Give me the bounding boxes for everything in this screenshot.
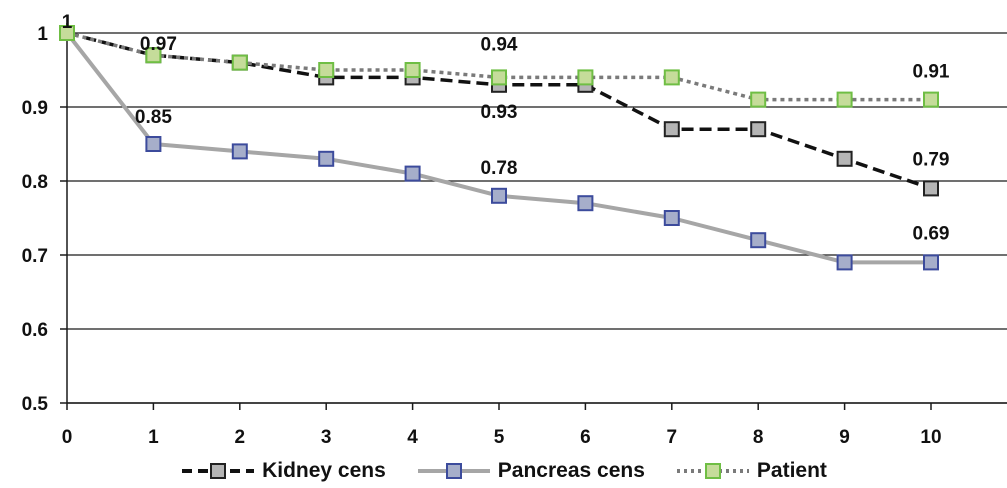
x-tick-label: 2 — [235, 427, 246, 448]
y-tick-label: 0.5 — [22, 394, 49, 415]
series-1-point — [318, 150, 335, 167]
series-1-point — [663, 210, 680, 226]
series-1-point — [750, 232, 767, 249]
legend: Kidney cens Pancreas cens Patient — [0, 456, 1007, 486]
y-tick-label: 0.7 — [22, 246, 48, 267]
series-2-point — [663, 69, 680, 86]
data-label: 0.69 — [913, 223, 950, 244]
legend-label-kidney: Kidney cens — [262, 459, 386, 482]
data-label: 0.93 — [481, 102, 518, 123]
series-1-point — [923, 254, 939, 271]
x-tick-label: 6 — [580, 427, 591, 448]
series-2-point — [923, 91, 939, 108]
data-label: 1 — [62, 12, 73, 33]
data-label: 0.97 — [140, 34, 177, 55]
y-tick-label: 1 — [37, 24, 48, 45]
legend-label-pancreas: Pancreas cens — [497, 459, 645, 482]
axes: 0.50.60.70.80.910 1 2 3 4 5 6 7 8 9 10 — [22, 23, 1007, 448]
series-2-point — [491, 69, 507, 86]
series-0-point — [750, 121, 767, 138]
series-1-point — [404, 165, 421, 182]
series-1-point — [836, 254, 853, 271]
data-label: 0.85 — [135, 107, 172, 128]
series-2-point — [577, 69, 594, 86]
legend-swatch-kidney — [182, 463, 255, 479]
x-tick-label: 3 — [321, 427, 332, 448]
legend-label-patient: Patient — [756, 459, 827, 482]
series-2-point — [404, 62, 421, 78]
data-labels: 1 0.97 0.85 0.94 0.93 0.78 0.91 0.79 0.69 — [62, 12, 950, 244]
series-0-point — [663, 121, 680, 138]
series-1-point — [491, 187, 507, 204]
data-label: 0.91 — [913, 62, 950, 83]
x-tick-label: 5 — [494, 427, 505, 448]
y-tick-label: 0.8 — [22, 172, 48, 193]
line-chart: 0.50.60.70.80.910 1 2 3 4 5 6 7 8 9 10 10.970.850.… — [22, 12, 1007, 448]
series-2-point — [750, 91, 767, 108]
x-tick-label: 10 — [920, 427, 941, 448]
x-tick-label: 7 — [667, 427, 678, 448]
series-2-point — [231, 54, 248, 71]
series-0-point — [836, 150, 853, 167]
y-tick-label: 0.6 — [22, 320, 48, 341]
series-2-point — [836, 91, 853, 108]
legend-swatch-patient — [676, 463, 749, 479]
x-tick-label: 0 — [62, 427, 73, 448]
legend-item-pancreas: Pancreas cens — [416, 459, 645, 483]
data-label: 0.94 — [481, 34, 518, 55]
series-2-point — [318, 62, 335, 78]
series-lines — [65, 31, 932, 265]
gridlines — [67, 32, 1007, 404]
series-1-point — [577, 195, 594, 212]
series-1-point — [231, 143, 248, 160]
x-tick-label: 4 — [407, 427, 418, 448]
series-1-point — [145, 136, 162, 152]
series-2-point — [145, 47, 162, 64]
legend-swatch-pancreas — [417, 463, 490, 479]
data-label: 0.78 — [481, 158, 518, 179]
legend-item-patient: Patient — [675, 459, 827, 483]
x-tick-label: 8 — [753, 427, 764, 448]
y-tick-label: 0.9 — [22, 98, 48, 119]
series-2-point — [59, 25, 75, 41]
x-tick-label: 9 — [839, 427, 850, 448]
data-label: 0.79 — [913, 149, 950, 170]
series-markers — [59, 25, 939, 271]
legend-item-kidney: Kidney cens — [180, 459, 386, 483]
x-tick-label: 1 — [148, 427, 159, 448]
series-line-1 — [65, 31, 931, 265]
series-0-point — [923, 180, 939, 197]
